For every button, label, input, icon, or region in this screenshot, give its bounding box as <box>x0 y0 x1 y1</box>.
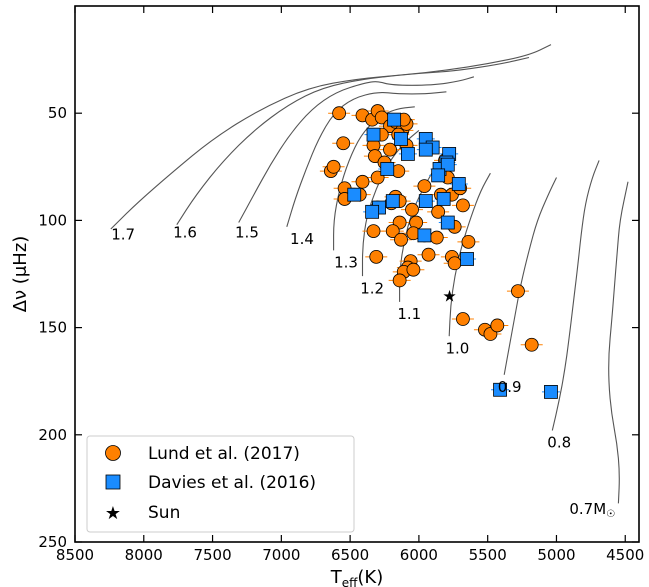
mass-track-label: 1.1 <box>397 305 421 323</box>
davies-point <box>365 204 380 219</box>
x-axis-label-subscript: eff <box>342 576 358 587</box>
lund-point <box>447 256 462 271</box>
lund-point <box>392 273 407 288</box>
y-tick-label: 150 <box>38 319 67 337</box>
davies-point <box>460 252 474 266</box>
mass-track-0.8 <box>551 160 600 431</box>
mass-track-label: 1.4 <box>290 230 314 248</box>
davies-point <box>436 192 451 206</box>
legend-label-davies: Davies et al. (2016) <box>148 473 316 493</box>
davies-point <box>380 162 395 176</box>
x-axis-label-unit: (K) <box>357 567 383 587</box>
data-markers: ★ <box>323 104 558 399</box>
mass-track-labels: 1.7 1.6 1.5 1.4 1.31.2 1.1 1.0 0.9 0.8 0.7M☉ <box>111 224 615 521</box>
lund-point <box>511 284 525 299</box>
solar-symbol: ☉ <box>606 509 615 520</box>
mass-tracks <box>110 44 629 504</box>
davies-point <box>440 157 455 172</box>
legend-marker-davies <box>105 474 121 490</box>
lund-point <box>524 337 539 352</box>
davies-point <box>544 385 558 399</box>
davies-point <box>493 382 507 397</box>
legend-label-sun: Sun <box>148 503 180 523</box>
lund-point <box>385 224 400 239</box>
x-tick-label: 4500 <box>606 546 644 564</box>
y-tick-label: 50 <box>48 104 67 122</box>
lund-point <box>355 174 370 189</box>
davies-point <box>387 112 402 127</box>
legend: Lund et al. (2017) Davies et al. (2016) … <box>86 435 355 533</box>
lund-point <box>421 247 436 262</box>
x-axis-label: Teff(K) <box>330 567 384 587</box>
lund-point <box>490 318 505 333</box>
y-tick-label: 100 <box>38 211 67 229</box>
davies-point <box>418 194 433 209</box>
davies-point <box>347 187 362 202</box>
lund-point <box>332 106 347 121</box>
davies-point <box>451 177 466 191</box>
lund-point <box>366 224 381 239</box>
error-bars <box>319 110 560 393</box>
lund-point <box>394 232 408 247</box>
legend-label-lund: Lund et al. (2017) <box>148 444 300 464</box>
davies-point <box>440 215 455 230</box>
lund-point <box>456 198 470 213</box>
x-tick-label: 8500 <box>56 546 94 564</box>
legend-marker-lund <box>105 445 121 461</box>
x-tick-label: 8000 <box>125 546 163 564</box>
y-axis-label: Δν (μHz) <box>10 236 31 313</box>
lund-point <box>383 142 397 157</box>
mass-track-label: 1.5 <box>235 224 259 242</box>
mass-track-1.5 <box>238 76 475 223</box>
x-tick-label: 6000 <box>400 546 438 564</box>
davies-point <box>385 194 400 209</box>
mass-track-0.9 <box>503 177 557 375</box>
lund-point <box>405 202 419 217</box>
lund-point <box>406 262 421 277</box>
axis-ticks: 8500 8000 7500 7000 6500 6000 5500 5000 4500 50 10… <box>38 6 644 564</box>
plot-frame <box>74 5 640 543</box>
x-tick-label: 5500 <box>469 546 507 564</box>
legend-box <box>86 435 355 533</box>
davies-point <box>366 127 381 142</box>
lund-point <box>417 179 432 193</box>
mass-track-label: 0.9 <box>498 378 522 396</box>
mass-track-1.7 <box>110 44 552 230</box>
mass-track-label: 0.7M☉ <box>569 500 615 520</box>
davies-point <box>418 142 433 157</box>
x-axis-label-main: T <box>330 567 343 587</box>
sun-point: ★ <box>442 286 456 305</box>
legend-marker-sun: ★ <box>105 503 121 524</box>
x-tick-label: 7500 <box>193 546 231 564</box>
x-tick-label: 6500 <box>331 546 369 564</box>
davies-point <box>431 168 446 183</box>
y-tick-label: 250 <box>38 533 67 551</box>
mass-track-label: 1.2 <box>360 279 384 297</box>
lund-point <box>326 159 341 174</box>
mass-track-label: 1.6 <box>173 224 197 242</box>
mass-track-0.7M <box>608 181 629 504</box>
davies-point <box>400 147 415 161</box>
lund-point <box>461 234 476 249</box>
mass-track-label: 0.8 <box>547 434 571 452</box>
davies-point <box>394 132 408 146</box>
davies-point <box>417 228 432 243</box>
lund-point <box>367 149 382 163</box>
mass-track-label: 1.3 <box>334 254 358 272</box>
y-tick-label: 200 <box>38 426 67 444</box>
x-tick-label: 5000 <box>537 546 575 564</box>
lund-point <box>456 312 470 326</box>
lund-point <box>429 230 444 245</box>
lund-point <box>336 136 351 151</box>
mass-track-1.2 <box>361 129 420 277</box>
lund-point <box>369 249 384 264</box>
mass-track-label: 1.0 <box>445 339 469 357</box>
mass-track-label: 1.7 <box>111 226 135 244</box>
x-tick-label: 7000 <box>262 546 300 564</box>
mass-track-1.6 <box>176 56 530 225</box>
